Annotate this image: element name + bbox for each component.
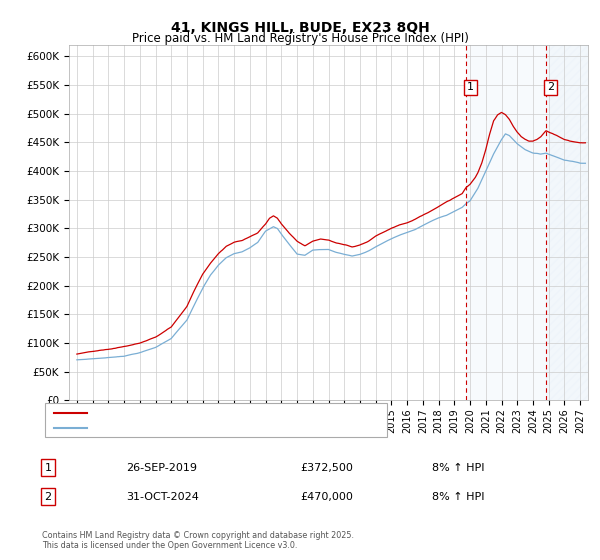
- Text: 2: 2: [547, 82, 554, 92]
- Text: £372,500: £372,500: [300, 463, 353, 473]
- Text: 1: 1: [467, 82, 474, 92]
- Text: 31-OCT-2024: 31-OCT-2024: [126, 492, 199, 502]
- Text: £470,000: £470,000: [300, 492, 353, 502]
- Text: 2: 2: [44, 492, 52, 502]
- Text: Contains HM Land Registry data © Crown copyright and database right 2025.
This d: Contains HM Land Registry data © Crown c…: [42, 530, 354, 550]
- Bar: [466, 45, 600, 400]
- Text: 41, KINGS HILL, BUDE, EX23 8QH (detached house): 41, KINGS HILL, BUDE, EX23 8QH (detached…: [93, 408, 361, 418]
- Text: HPI: Average price, detached house, Cornwall: HPI: Average price, detached house, Corn…: [93, 423, 331, 433]
- Text: 26-SEP-2019: 26-SEP-2019: [126, 463, 197, 473]
- Bar: [546, 45, 600, 400]
- Text: 1: 1: [44, 463, 52, 473]
- Text: 41, KINGS HILL, BUDE, EX23 8QH: 41, KINGS HILL, BUDE, EX23 8QH: [170, 21, 430, 35]
- Text: Price paid vs. HM Land Registry's House Price Index (HPI): Price paid vs. HM Land Registry's House …: [131, 32, 469, 45]
- Text: 8% ↑ HPI: 8% ↑ HPI: [432, 463, 485, 473]
- Text: 8% ↑ HPI: 8% ↑ HPI: [432, 492, 485, 502]
